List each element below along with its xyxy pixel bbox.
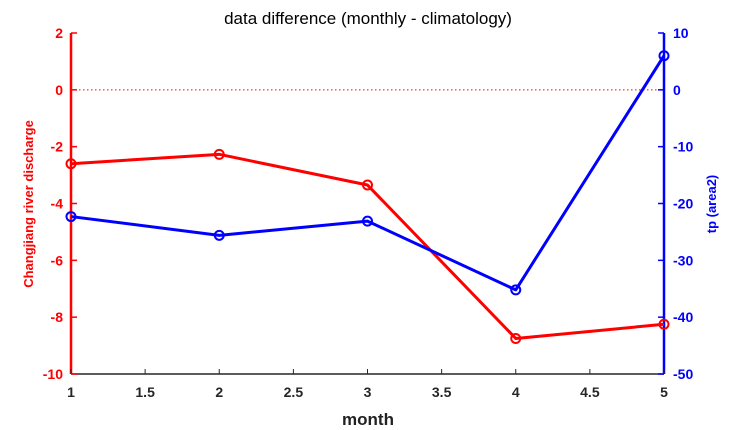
x-tick-label: 2.5 xyxy=(284,384,304,400)
left-y-tick-label: -6 xyxy=(51,252,64,268)
x-tick-label: 1.5 xyxy=(135,384,155,400)
tp-series-point xyxy=(510,284,522,296)
x-tick-label: 3.5 xyxy=(432,384,452,400)
left-y-tick-label: -8 xyxy=(51,309,64,325)
discharge-series-point xyxy=(362,179,373,191)
x-tick-label: 2 xyxy=(215,384,223,400)
tp-series-point xyxy=(658,50,670,62)
discharge-series-point xyxy=(65,158,77,170)
tp-series-point xyxy=(65,211,77,223)
left-y-axis-label: Changjiang river discharge xyxy=(21,120,36,288)
right-y-tick-label: -30 xyxy=(673,252,693,268)
x-tick-label: 1 xyxy=(67,384,75,400)
right-y-tick-label: 0 xyxy=(673,82,681,98)
right-y-tick-label: 10 xyxy=(673,25,689,41)
right-y-tick-label: -20 xyxy=(673,196,693,212)
left-y-tick-label: 0 xyxy=(55,82,63,98)
right-y-tick-label: -40 xyxy=(673,309,693,325)
right-y-tick-label: -10 xyxy=(673,139,693,155)
x-tick-label: 5 xyxy=(660,384,668,400)
tp-series-point xyxy=(213,229,225,241)
tp-series-point xyxy=(362,215,373,227)
x-axis-label: month xyxy=(342,410,394,429)
discharge-series-line xyxy=(70,152,665,340)
discharge-series-point xyxy=(213,148,225,160)
plot-area: 1 1.5 2 2.5 3 3.5 4 4.5 5 2 0 -2 -4 -6 -8 -10 10 0 -10 -20 -… xyxy=(43,25,694,400)
right-y-tick-label: -50 xyxy=(673,366,693,382)
x-tick-label: 4 xyxy=(512,384,520,400)
chart-title: data difference (monthly - climatology) xyxy=(224,9,512,28)
left-y-tick-label: -10 xyxy=(43,366,63,382)
x-tick-label: 4.5 xyxy=(580,384,600,400)
discharge-series-point xyxy=(510,332,522,344)
right-y-axis-label: tp (area2) xyxy=(704,175,719,234)
left-y-tick-label: -2 xyxy=(51,139,64,155)
left-y-tick-label: 2 xyxy=(55,25,63,41)
discharge-series-point xyxy=(658,318,670,330)
x-tick-label: 3 xyxy=(364,384,372,400)
tp-series-line xyxy=(70,54,666,292)
left-y-tick-label: -4 xyxy=(51,196,64,212)
